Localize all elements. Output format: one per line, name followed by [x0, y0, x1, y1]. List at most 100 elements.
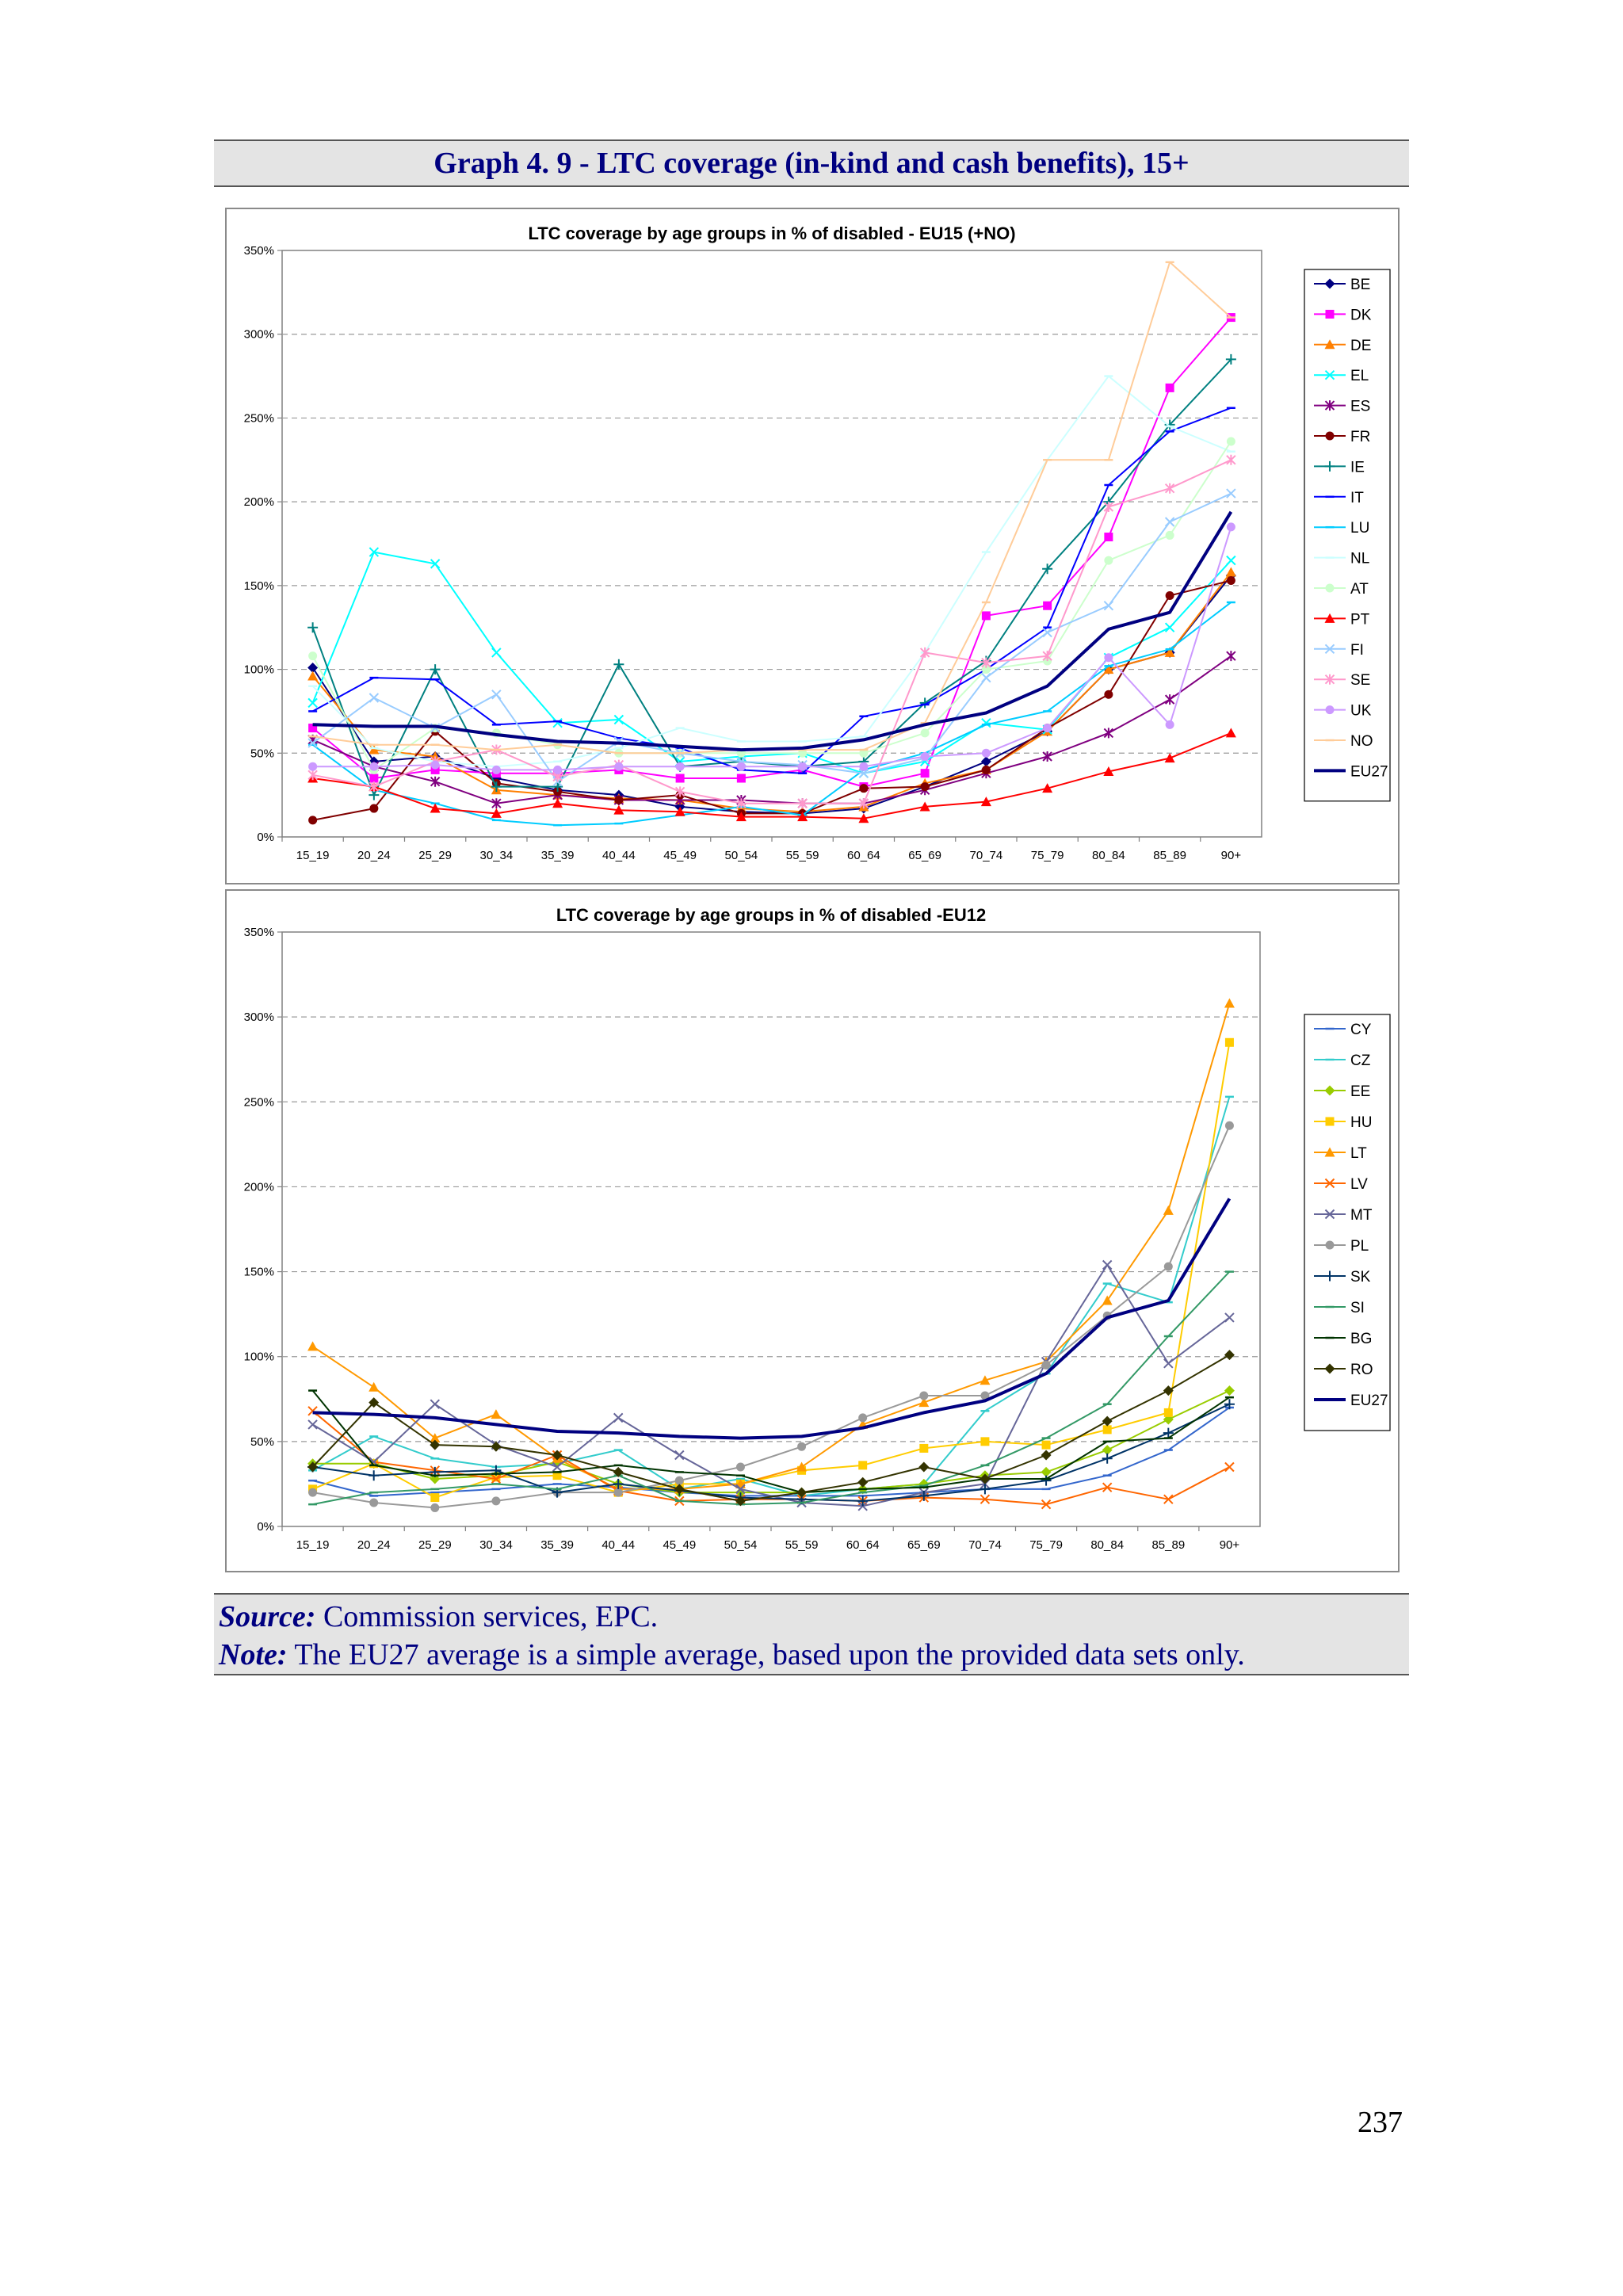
legend-marker [1325, 309, 1335, 319]
legend-marker [1324, 1363, 1335, 1374]
data-point [858, 798, 869, 809]
series-line-ro [311, 1354, 1230, 1502]
data-point [1102, 1453, 1113, 1464]
source-text: Commission services, EPC. [315, 1600, 659, 1633]
x-tick-label: 85_89 [1151, 1538, 1185, 1552]
legend-item-es: ES [1314, 399, 1370, 415]
data-point [981, 748, 991, 758]
data-point [613, 804, 624, 815]
x-tick-label: 45_49 [663, 849, 697, 862]
data-point [1043, 724, 1052, 733]
data-point [308, 724, 318, 733]
x-tick-label: 70_74 [970, 849, 1003, 862]
y-tick-label: 150% [244, 1266, 274, 1279]
data-point [1042, 751, 1052, 762]
source-line: Source: Commission services, EPC. [219, 1598, 1404, 1636]
legend-marker [1325, 705, 1335, 715]
data-point [307, 1341, 319, 1351]
data-point [980, 1484, 991, 1495]
y-tick-label: 0% [257, 1520, 274, 1534]
legend-label: MT [1350, 1207, 1373, 1224]
data-point [613, 1466, 624, 1477]
data-point [1163, 1427, 1174, 1438]
legend-label: EE [1350, 1083, 1370, 1100]
legend-label: FR [1350, 429, 1370, 445]
note-text: The EU27 average is a simple average, ba… [287, 1638, 1245, 1671]
data-point [798, 762, 808, 771]
x-tick-label: 85_89 [1153, 849, 1186, 862]
data-point [1102, 1482, 1113, 1492]
series-pt [307, 728, 1236, 823]
data-point [430, 1399, 441, 1409]
chart-eu12: LTC coverage by age groups in % of disab… [225, 889, 1400, 1572]
x-tick-label: 20_24 [357, 849, 391, 862]
data-point [1225, 353, 1236, 365]
data-point [1104, 653, 1113, 663]
data-point [796, 1487, 808, 1498]
data-point [1226, 576, 1235, 586]
legend-label: NL [1350, 551, 1369, 567]
data-point [858, 1461, 868, 1470]
legend-item-eu27: EU27 [1314, 763, 1388, 780]
y-tick-label: 50% [250, 1435, 274, 1449]
data-point [735, 1484, 746, 1495]
graph-title: Graph 4. 9 - LTC coverage (in-kind and c… [214, 139, 1409, 187]
legend-item-lu: LU [1314, 520, 1369, 537]
series-line-it [312, 407, 1232, 774]
data-point [858, 1413, 868, 1423]
legend-label: CZ [1350, 1052, 1371, 1069]
x-tick-label: 50_54 [725, 849, 758, 862]
legend-item-eu27: EU27 [1314, 1392, 1388, 1409]
data-point [1164, 694, 1175, 705]
data-point [1163, 1262, 1173, 1271]
series-si [308, 1270, 1234, 1506]
legend-item-fi: FI [1314, 642, 1364, 659]
data-point [980, 1437, 990, 1446]
legend-item-de: DE [1314, 338, 1371, 354]
data-point [859, 762, 869, 771]
data-point [919, 801, 930, 812]
data-point [918, 1461, 930, 1473]
legend-label: IE [1350, 459, 1365, 476]
data-point [1224, 998, 1235, 1008]
data-point [920, 782, 930, 792]
y-tick-label: 250% [244, 1095, 274, 1109]
note-line: Note: The EU27 average is a simple avera… [219, 1636, 1404, 1674]
series-line-eu27 [312, 1198, 1232, 1440]
data-point [674, 786, 685, 797]
data-point [919, 1391, 929, 1400]
x-tick-label: 80_84 [1090, 1538, 1124, 1552]
series-line-sk [312, 1403, 1230, 1502]
legend-item-bg: BG [1314, 1331, 1372, 1347]
data-point [1041, 1360, 1051, 1370]
data-point [552, 718, 563, 728]
data-point [859, 784, 869, 793]
data-point [980, 1375, 991, 1385]
legend-marker [1324, 400, 1335, 411]
data-point [1226, 651, 1236, 662]
data-point [736, 774, 746, 783]
data-point [798, 748, 808, 758]
data-point [736, 762, 746, 771]
legend-label: LV [1350, 1176, 1368, 1193]
x-tick-label: 40_44 [602, 849, 636, 862]
source-label: Source: [219, 1600, 316, 1633]
x-tick-label: 75_79 [1029, 1538, 1063, 1552]
data-point [1102, 1425, 1112, 1435]
y-tick-label: 350% [244, 926, 274, 939]
legend-marker [1325, 583, 1335, 593]
data-point [1102, 1259, 1113, 1270]
legend-item-ie: IE [1314, 459, 1365, 476]
data-point [1163, 1358, 1174, 1369]
series-line-se [312, 459, 1232, 804]
data-point [430, 765, 440, 774]
chart-eu15-svg: LTC coverage by age groups in % of disab… [244, 223, 1391, 862]
data-point [430, 803, 441, 813]
legend-marker [1325, 1117, 1335, 1126]
series-line-nl [311, 375, 1232, 768]
x-tick-label: 50_54 [724, 1538, 758, 1552]
y-tick-label: 200% [244, 495, 274, 509]
data-point [553, 765, 563, 774]
data-point [1226, 437, 1235, 446]
legend-label: DE [1350, 338, 1371, 354]
